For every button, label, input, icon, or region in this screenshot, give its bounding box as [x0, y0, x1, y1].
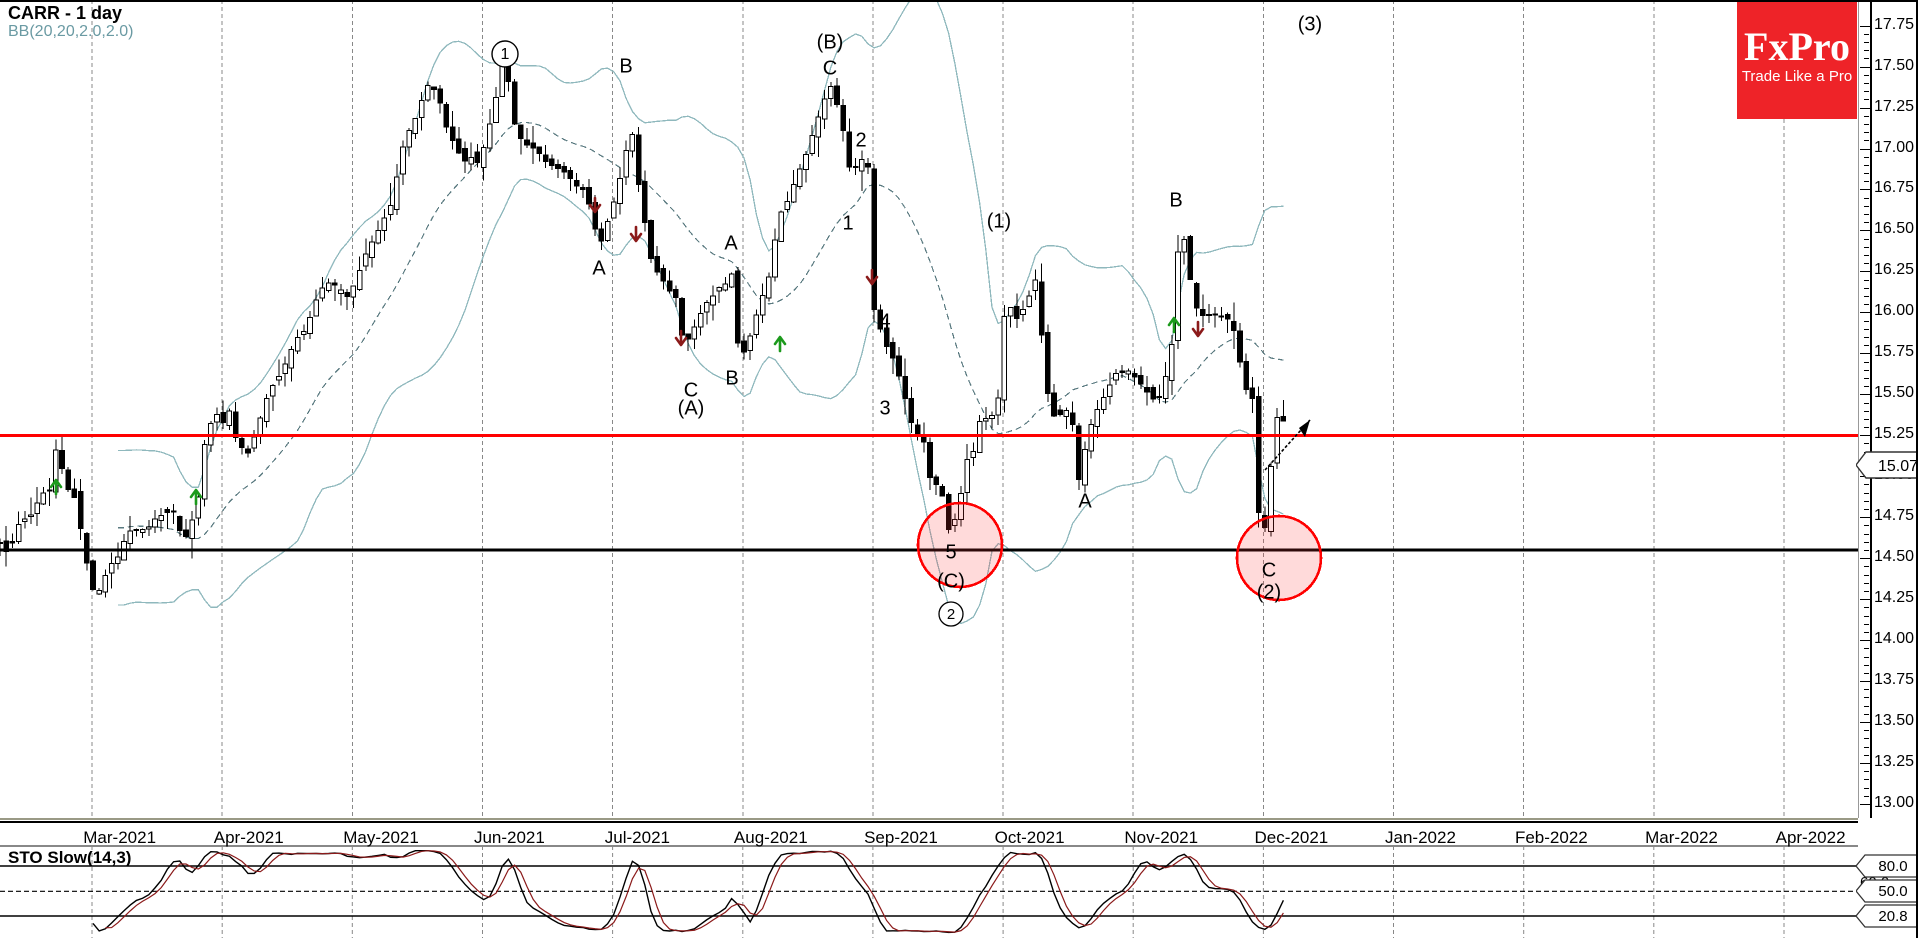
svg-text:15.07: 15.07 [1878, 458, 1918, 475]
svg-text:Trade Like a Pro: Trade Like a Pro [1742, 68, 1852, 85]
svg-text:20.8: 20.8 [1878, 908, 1907, 925]
svg-text:50.0: 50.0 [1878, 883, 1907, 900]
svg-text:2: 2 [947, 606, 955, 623]
svg-text:1: 1 [501, 46, 510, 63]
svg-text:80.0: 80.0 [1878, 858, 1907, 875]
svg-text:FxPro: FxPro [1744, 24, 1850, 69]
